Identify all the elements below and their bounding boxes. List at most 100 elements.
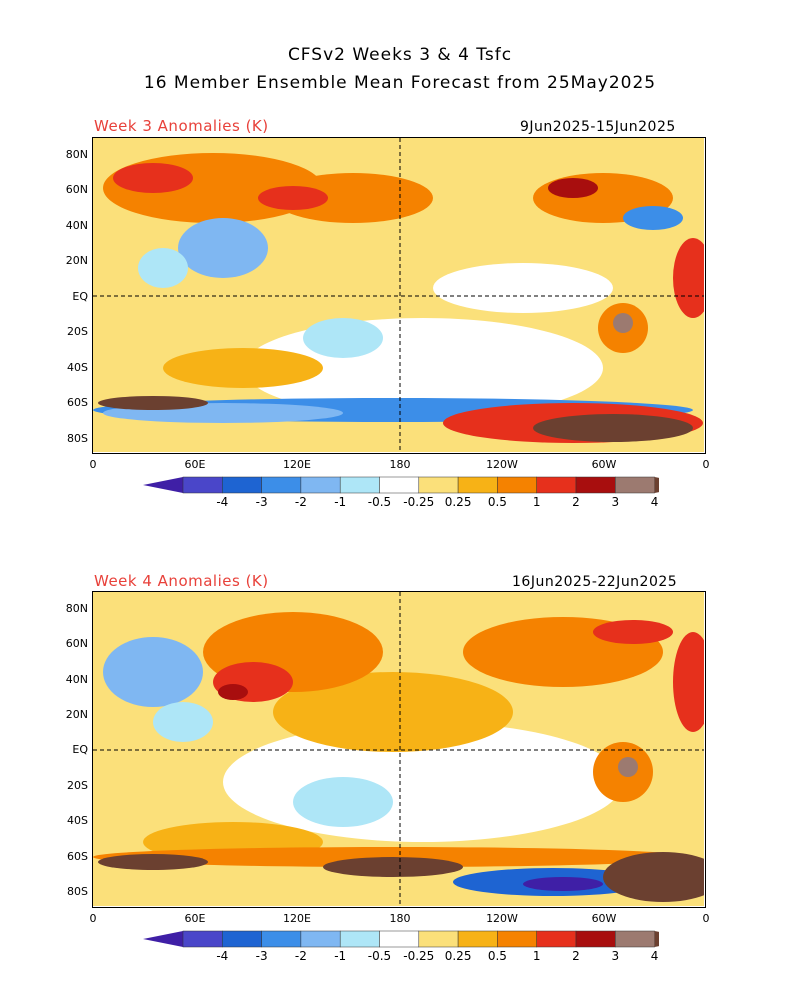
week4-lon-label: 180 [389,912,411,925]
week4-reference-lines [93,592,704,906]
figure-title-line1: CFSv2 Weeks 3 & 4 Tsfc [287,45,513,65]
week3-lat-label: 80S [67,432,88,445]
week3-lat-label: 20N [65,254,88,267]
figure-title-line2: 16 Member Ensemble Mean Forecast from 25… [143,73,657,93]
colorbar-swatch [182,476,223,494]
colorbar-tick-label: 2 [572,949,580,963]
week3-lon-label: 0 [702,458,710,471]
week3-lat-label: 60S [67,396,88,409]
week4-lon-label: 120E [283,912,311,925]
week4-lat-label: 80N [65,602,88,615]
week4-lon-label: 60E [184,912,206,925]
week4-lat-label: EQ [72,743,88,756]
colorbar-tick-label: 0.25 [444,949,472,963]
colorbar-swatch [497,930,537,948]
colorbar-swatch [418,476,459,494]
colorbar-swatch [615,930,655,948]
colorbar-tick-label: -4 [216,495,229,509]
colorbar-swatch [339,930,380,948]
colorbar-swatch [300,476,341,494]
colorbar-tick-label: 1 [532,495,541,509]
colorbar-tick-label: -3 [255,495,268,509]
week3-lon-label: 120E [283,458,311,471]
colorbar-tick-label: -1 [334,495,347,509]
colorbar-swatch [261,476,302,494]
colorbar-tick-label: -1 [334,949,347,963]
panel-week4-label: Week 4 Anomalies (K) [94,572,269,590]
week4-colorbar [143,929,695,953]
week3-lat-label: EQ [72,290,88,303]
colorbar-tick-label: -0.25 [403,495,435,509]
colorbar-swatch [300,930,341,948]
colorbar-swatch [379,930,420,948]
week3-field [93,138,704,452]
panel-week3-label: Week 3 Anomalies (K) [94,117,269,135]
colorbar-swatch [339,476,380,494]
colorbar-tick-label: -4 [216,949,229,963]
colorbar-arrow-low [143,477,183,493]
week4-lon-label: 60W [591,912,617,925]
colorbar-swatch [536,476,577,494]
panel-week3-dates: 9Jun2025-15Jun2025 [520,119,676,135]
week4-lat-label: 20S [67,779,88,792]
colorbar-tick-label: -2 [294,495,307,509]
colorbar-swatch [536,930,577,948]
week3-lon-label: 0 [89,458,97,471]
week4-lat-label: 40N [65,673,88,686]
colorbar-swatch [222,930,262,948]
colorbar-tick-label: -0.5 [367,949,392,963]
week3-lat-label: 60N [65,183,88,196]
colorbar-swatch [575,476,616,494]
colorbar-swatch [615,476,655,494]
week3-lat-label: 40S [67,361,88,374]
panel-week4-dates: 16Jun2025-22Jun2025 [512,574,678,590]
week4-lon-label: 0 [89,912,97,925]
week3-lon-label: 120W [486,458,518,471]
colorbar-swatch [182,930,223,948]
colorbar-tick-label: 2 [572,495,580,509]
colorbar-tick-label: 4 [650,949,659,963]
week3-lat-label: 80N [65,148,88,161]
week4-colorbar-swatches [143,930,695,948]
week3-lon-label: 60W [591,458,617,471]
colorbar-tick-label: -0.5 [367,495,392,509]
colorbar-tick-label: -0.25 [403,949,435,963]
colorbar-swatch [222,476,262,494]
colorbar-tick-label: 3 [611,949,620,963]
colorbar-tick-label: -2 [294,949,307,963]
week3-reference-lines [93,138,704,452]
week3-lat-label: 20S [67,325,88,338]
week4-lat-label: 80S [67,885,88,898]
colorbar-tick-label: 1 [532,949,541,963]
week3-colorbar-swatches [143,476,695,494]
colorbar-tick-label: 3 [611,495,620,509]
colorbar-arrow-high [654,477,695,493]
week3-lon-label: 60E [184,458,206,471]
week4-lat-label: 60S [67,850,88,863]
colorbar-tick-label: -3 [255,949,268,963]
week3-colorbar [143,475,695,499]
colorbar-arrow-high [654,931,695,947]
week3-lon-label: 180 [389,458,411,471]
colorbar-swatch [457,476,498,494]
colorbar-swatch [261,930,302,948]
week4-lon-label: 120W [486,912,518,925]
colorbar-tick-label: 0.25 [444,495,472,509]
week3-anomaly-map [92,137,706,454]
colorbar-swatch [457,930,498,948]
colorbar-swatch [379,476,420,494]
week4-lat-label: 20N [65,708,88,721]
colorbar-tick-label: 4 [650,495,659,509]
colorbar-tick-label: 0.5 [487,949,507,963]
colorbar-swatch [418,930,459,948]
week4-lon-label: 0 [702,912,710,925]
colorbar-arrow-low [143,931,183,947]
colorbar-swatch [575,930,616,948]
week4-lat-label: 60N [65,637,88,650]
week4-field [93,592,704,906]
week4-anomaly-map [92,591,706,908]
colorbar-swatch [497,476,537,494]
colorbar-tick-label: 0.5 [487,495,507,509]
week4-lat-label: 40S [67,814,88,827]
week3-lat-label: 40N [65,219,88,232]
